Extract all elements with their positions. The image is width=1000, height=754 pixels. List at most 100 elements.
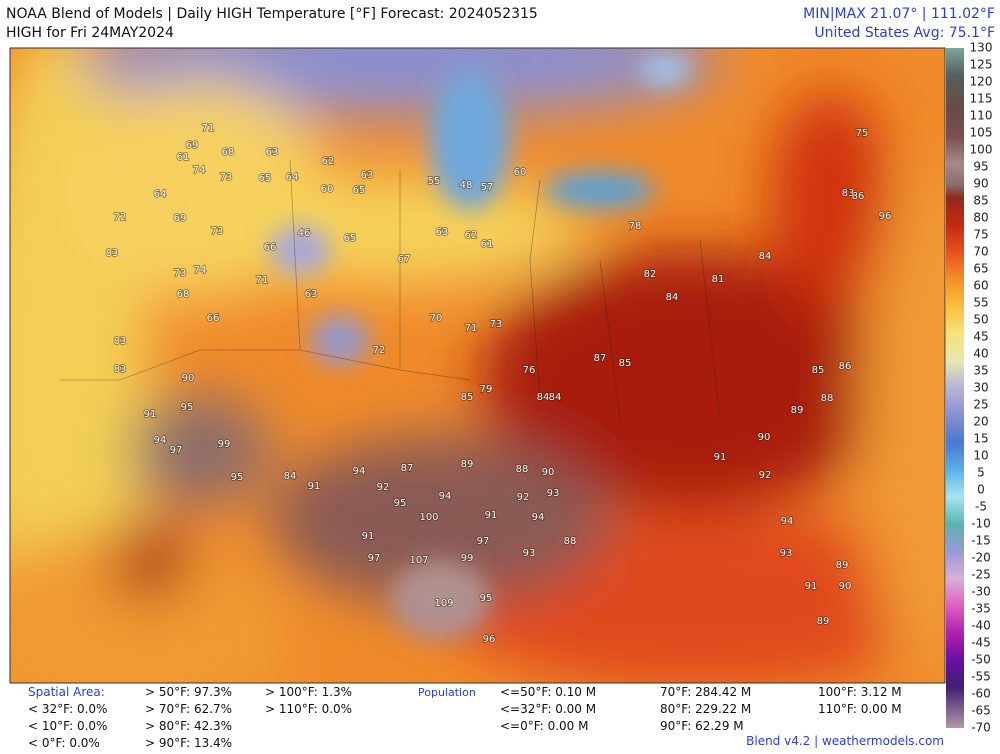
station-label: 78 [629,221,642,232]
station-label: 55 [428,176,441,187]
population-stat: 90°F: 62.29 M [660,719,744,733]
colorbar-label: 0 [977,483,985,497]
colorbar-label: 40 [973,347,988,361]
station-label: 79 [480,384,493,395]
station-label: 83 [106,248,119,259]
credit: Blend v4.2 | weathermodels.com [746,734,944,748]
station-label: 69 [186,140,199,151]
station-label: 100 [419,512,438,523]
colorbar-label: -25 [971,568,991,582]
station-label: 89 [817,616,830,627]
station-label: 65 [344,233,357,244]
colorbar-label: 80 [973,211,988,225]
station-label: 70 [430,313,443,324]
station-label: 91 [144,409,157,420]
station-label: 69 [174,213,187,224]
station-label: 90 [839,581,852,592]
station-label: 73 [220,172,233,183]
station-label: 91 [362,531,375,542]
population-stat: <=32°F: 0.00 M [500,702,596,716]
station-label: 88 [821,393,834,404]
station-label: 62 [465,230,478,241]
station-label: 85 [461,392,474,403]
station-label: 94 [439,491,452,502]
colorbar-label: -30 [971,585,991,599]
station-label: 72 [373,345,386,356]
station-label: 84 [759,251,772,262]
station-label: 94 [532,512,545,523]
colorbar-label: -60 [971,687,991,701]
station-label: 93 [523,548,536,559]
min-max: MIN|MAX 21.07° | 111.02°F [803,6,995,22]
station-label: 71 [256,275,269,286]
station-label: 60 [514,167,527,178]
station-label: 66 [207,313,220,324]
average: United States Avg: 75.1°F [814,25,995,41]
title: NOAA Blend of Models | Daily HIGH Temper… [6,6,538,22]
station-label: 57 [481,182,494,193]
population-stat: 100°F: 3.12 M [818,685,902,699]
colorbar-label: 95 [973,160,988,174]
station-label: 94 [353,466,366,477]
station-label: 61 [177,152,190,163]
colorbar-label: 5 [977,466,985,480]
station-label: 89 [461,459,474,470]
station-label: 86 [839,361,852,372]
colorbar-label: 110 [970,109,993,123]
station-label: 65 [259,173,272,184]
colorbar-label: -50 [971,653,991,667]
colorbar-label: 10 [973,449,988,463]
station-label: 91 [714,452,727,463]
station-label: 74 [193,165,206,176]
spatial-stat: > 50°F: 97.3% [145,685,232,699]
spatial-stat: > 110°F: 0.0% [265,702,352,716]
station-label: 84 [284,471,297,482]
station-label: 66 [264,242,277,253]
station-label: 88 [564,536,577,547]
station-label: 84 [549,392,562,403]
station-label: 71 [465,323,478,334]
station-label: 48 [460,180,473,191]
station-label: 83 [842,188,855,199]
station-label: 97 [170,445,183,456]
spatial-stat: > 90°F: 13.4% [145,736,232,750]
colorbar-label: 100 [970,143,993,157]
station-label: 83 [114,364,127,375]
station-label: 109 [434,598,453,609]
colorbar-label: 65 [973,262,988,276]
station-label: 91 [805,581,818,592]
colorbar-label: 70 [973,245,988,259]
station-label: 74 [194,265,207,276]
station-label: 93 [780,548,793,559]
station-label: 92 [517,492,530,503]
population-label: Population [418,686,476,699]
station-label: 63 [436,227,449,238]
station-label: 63 [305,289,318,300]
colorbar-label: 60 [973,279,988,293]
colorbar-label: -35 [971,602,991,616]
spatial-stat: > 80°F: 42.3% [145,719,232,733]
colorbar-label: 15 [973,432,988,446]
station-label: 68 [177,289,190,300]
colorbar-label: -65 [971,704,991,718]
population-stat: <=0°F: 0.00 M [500,719,588,733]
station-label: 67 [398,254,411,265]
spatial-stat: < 32°F: 0.0% [28,702,107,716]
station-label: 76 [523,365,536,376]
station-label: 93 [547,488,560,499]
station-label: 68 [222,147,235,158]
station-label: 73 [211,226,224,237]
colorbar-label: -70 [971,721,991,735]
colorbar-label: 85 [973,194,988,208]
colorbar-label: 90 [973,177,988,191]
station-label: 62 [322,156,335,167]
colorbar-label: -40 [971,619,991,633]
population-stat: <=50°F: 0.10 M [500,685,596,699]
station-label: 95 [181,402,194,413]
colorbar-label: 105 [970,126,993,140]
station-label: 65 [353,185,366,196]
station-label: 99 [461,553,474,564]
station-label: 82 [644,269,657,280]
station-label: 87 [401,463,414,474]
station-label: 92 [377,482,390,493]
